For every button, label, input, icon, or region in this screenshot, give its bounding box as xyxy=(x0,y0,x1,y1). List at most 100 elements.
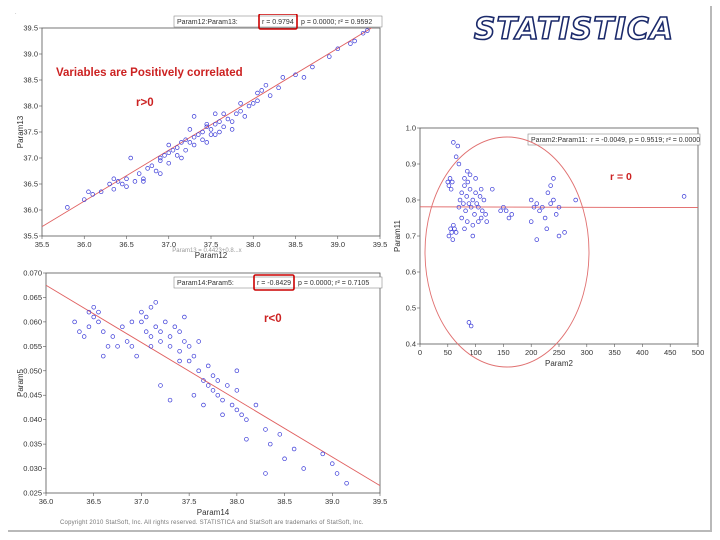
data-point xyxy=(327,54,332,59)
data-point xyxy=(177,358,182,364)
data-point xyxy=(167,334,173,339)
data-point xyxy=(183,147,188,153)
data-point xyxy=(179,140,184,145)
data-point xyxy=(277,432,283,437)
data-point xyxy=(453,230,459,235)
data-point xyxy=(498,208,503,214)
x-tick-label: 39.0 xyxy=(330,240,345,249)
data-point xyxy=(476,219,481,224)
y-tick-label: 35.5 xyxy=(23,232,38,241)
data-point xyxy=(467,186,473,192)
data-points xyxy=(65,28,370,210)
y-tick-label: 37.0 xyxy=(23,154,38,163)
regression-line xyxy=(420,206,698,209)
x-tick-label: 0 xyxy=(418,348,422,357)
data-point xyxy=(548,201,553,206)
data-point xyxy=(81,197,87,202)
stats-r-value: r = -0.8429 xyxy=(257,280,291,287)
data-point xyxy=(182,314,187,320)
data-point xyxy=(238,101,243,106)
data-point xyxy=(158,329,163,334)
x-tick-label: 36.0 xyxy=(39,497,54,506)
data-point xyxy=(542,215,548,221)
data-point xyxy=(478,215,484,221)
data-point xyxy=(544,226,550,232)
data-point xyxy=(91,314,96,320)
data-point xyxy=(186,344,192,349)
data-point xyxy=(242,114,248,119)
data-point xyxy=(124,176,129,182)
data-point xyxy=(110,334,116,339)
data-point xyxy=(506,215,512,221)
data-point xyxy=(253,402,259,408)
x-tick-label: 300 xyxy=(581,348,594,357)
data-point xyxy=(263,427,268,432)
x-tick-label: 38.5 xyxy=(288,240,303,249)
r-highlight-box xyxy=(253,274,295,291)
data-point xyxy=(212,132,218,137)
data-point xyxy=(531,204,537,210)
data-point xyxy=(468,323,474,329)
data-point xyxy=(124,184,129,189)
data-point xyxy=(139,319,144,325)
data-point xyxy=(468,204,474,210)
x-tick-label: 250 xyxy=(553,348,566,357)
data-point xyxy=(267,93,273,98)
data-point xyxy=(509,212,514,217)
data-point xyxy=(196,368,201,374)
x-tick-label: 150 xyxy=(497,348,510,357)
data-point xyxy=(148,344,154,349)
x-tick-label: 37.5 xyxy=(204,240,219,249)
data-point xyxy=(217,129,222,135)
data-point xyxy=(540,204,545,210)
data-point xyxy=(310,64,315,70)
data-point xyxy=(280,75,286,80)
y-tick-label: 39.5 xyxy=(23,24,38,33)
data-point xyxy=(348,41,353,46)
data-point xyxy=(352,38,357,44)
data-point xyxy=(191,142,197,148)
data-point xyxy=(191,353,197,359)
cluster-ellipse xyxy=(424,136,590,368)
data-point xyxy=(167,344,173,349)
statistica-logo: STATISTICA xyxy=(473,11,674,48)
data-point xyxy=(101,353,106,359)
data-point xyxy=(196,339,201,344)
data-point xyxy=(472,212,477,217)
data-point xyxy=(238,108,243,114)
data-point xyxy=(473,190,478,196)
stats-values: p = 0.0000; r² = 0.7105 xyxy=(298,280,369,287)
data-point xyxy=(167,397,173,403)
data-point xyxy=(462,226,467,232)
y-tick-label: 36.5 xyxy=(23,180,38,189)
data-point xyxy=(477,194,483,199)
data-point xyxy=(453,154,459,160)
x-tick-label: 500 xyxy=(692,348,705,357)
data-point xyxy=(105,344,111,349)
y-tick-label: 0.050 xyxy=(23,366,42,375)
data-point xyxy=(210,373,216,378)
data-point xyxy=(449,230,454,235)
data-point xyxy=(153,168,159,174)
data-point xyxy=(163,319,168,325)
data-point xyxy=(158,155,163,161)
data-point xyxy=(244,436,249,442)
data-point xyxy=(141,176,146,182)
data-point xyxy=(129,319,135,325)
stats-title: Param2:Param11: xyxy=(531,137,587,144)
x-tick-label: 38.5 xyxy=(277,497,292,506)
regression-equation: Param13 = 0.4423+0.8...x xyxy=(172,248,241,254)
data-point xyxy=(282,456,287,462)
data-point xyxy=(77,329,82,334)
data-point xyxy=(200,137,205,143)
data-point xyxy=(141,179,146,184)
data-point xyxy=(217,119,222,124)
data-point xyxy=(158,158,163,163)
data-point xyxy=(456,161,462,167)
data-point xyxy=(503,208,509,214)
data-point xyxy=(556,233,562,239)
data-point xyxy=(191,392,197,398)
stats-title: Param14:Param5: xyxy=(177,280,234,287)
data-point xyxy=(86,309,92,315)
y-tick-label: 0.065 xyxy=(23,293,42,302)
